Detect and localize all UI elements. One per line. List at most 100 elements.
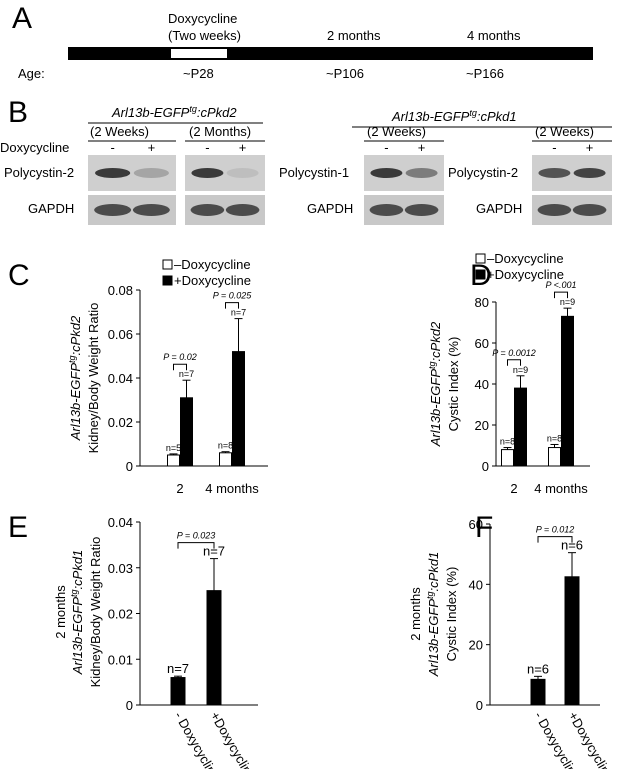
panel-label: C (8, 259, 30, 292)
y-label: 2 months (408, 587, 423, 641)
bar (561, 315, 574, 467)
band (370, 168, 403, 178)
p-bracket (173, 363, 187, 371)
p-value: P = 0.02 (163, 352, 196, 362)
age: ~P106 (326, 66, 364, 81)
gene-suffix: :cPkd2 (68, 315, 83, 356)
band (537, 204, 572, 216)
y-label: Kidney/Body Weight Ratio (88, 537, 103, 688)
x-tick-label: 4 months (205, 481, 259, 496)
panel-label: B (8, 96, 28, 129)
genotype: Arl13b-EGFPtg:cPkd2 (111, 104, 237, 120)
protein-label: Polycystin-2 (4, 165, 74, 180)
legend-swatch (162, 259, 173, 270)
panel-label: F (475, 511, 493, 544)
time-label: 2 months (327, 28, 381, 43)
lane-label: + (239, 140, 247, 155)
p-value: P = 0.0012 (492, 348, 535, 358)
y-tick-label: 0 (482, 459, 489, 474)
p-bracket (177, 542, 215, 549)
n-label: n=5 (166, 443, 181, 453)
gene-suffix: :cPkd1 (426, 552, 441, 592)
legend-label: –Doxycycline (174, 257, 251, 272)
y-tick-label: 60 (469, 517, 483, 532)
time-label: 4 months (467, 28, 521, 43)
y-tick-label: 0.04 (108, 515, 133, 530)
band (369, 204, 404, 216)
y-tick-label: 0 (126, 698, 133, 713)
blot-period: (2 Months) (189, 124, 251, 139)
y-tick-label: 0.03 (108, 561, 133, 576)
band (94, 204, 132, 216)
band (133, 168, 169, 178)
lane-label: - (384, 140, 388, 155)
bar (170, 677, 186, 706)
band (404, 204, 439, 216)
genotype: Arl13b-EGFPtg:cPkd1 (391, 108, 517, 124)
band (132, 204, 170, 216)
p-bracket (537, 536, 573, 543)
y-tick-label: 0.02 (108, 607, 133, 622)
gene: Arl13b-EGFP (68, 363, 83, 442)
y-label: Cystic Index (%) (446, 337, 461, 432)
blot-period: (2 Weeks) (367, 124, 426, 139)
bar (530, 678, 546, 706)
bar (167, 454, 180, 467)
control-label: GAPDH (307, 201, 353, 216)
superscript: tg (69, 589, 79, 597)
y-tick-label: 0.02 (108, 415, 133, 430)
superscript: tg (427, 361, 437, 369)
panel-label: A (12, 2, 32, 35)
treatment-window (171, 49, 227, 58)
n-label: n=7 (167, 661, 189, 676)
n-label: n=7 (179, 369, 194, 379)
n-label: n=6 (561, 538, 583, 553)
gene: Arl13b-EGFP (111, 105, 190, 120)
x-tick-label: 2 (176, 481, 183, 496)
protein-label: Polycystin-2 (448, 165, 518, 180)
legend-swatch (475, 269, 486, 280)
y-tick-label: 0.01 (108, 652, 133, 667)
gene: Arl13b-EGFP (70, 597, 85, 676)
control-label: GAPDH (476, 201, 522, 216)
gene-suffix: :cPkd2 (197, 105, 238, 120)
y-tick-label: 40 (469, 577, 483, 592)
p-value: P <.001 (546, 280, 577, 290)
y-tick-label: 20 (475, 418, 489, 433)
p-bracket (507, 359, 521, 366)
gene-suffix: :cPkd1 (70, 550, 85, 590)
legend-label: –Doxycycline (487, 251, 564, 266)
bar (501, 449, 514, 467)
x-tick-label: 2 (510, 481, 517, 496)
p-value: P = 0.023 (177, 531, 215, 541)
y-tick-label: 0.08 (108, 283, 133, 298)
superscript: tg (67, 355, 77, 363)
bar (219, 452, 232, 467)
band (405, 168, 438, 178)
lane-label: + (586, 140, 594, 155)
x-tick-label: 4 months (534, 481, 588, 496)
bar (206, 590, 222, 706)
gene-suffix: :cPkd1 (477, 109, 517, 124)
n-label: n=9 (513, 365, 528, 375)
treatment-period: (Two weeks) (168, 28, 241, 43)
n-label: n=8 (500, 437, 515, 447)
band (573, 168, 606, 178)
band (225, 204, 260, 216)
superscript: tg (425, 591, 435, 599)
n-label: n=8 (547, 433, 562, 443)
y-label: Cystic Index (%) (444, 567, 459, 662)
band (190, 204, 225, 216)
blot-period: (2 Weeks) (90, 124, 149, 139)
treatment: Doxycycline (168, 11, 237, 26)
bar (548, 447, 561, 467)
y-tick-label: 0.06 (108, 327, 133, 342)
n-label: n=7 (203, 544, 225, 559)
p-value: P = 0.012 (536, 525, 574, 535)
legend-swatch (162, 275, 173, 286)
n-label: n=8 (218, 441, 233, 451)
blot-period: (2 Weeks) (535, 124, 594, 139)
y-label: Arl13b-EGFPtg:cPkd2 (67, 315, 83, 441)
